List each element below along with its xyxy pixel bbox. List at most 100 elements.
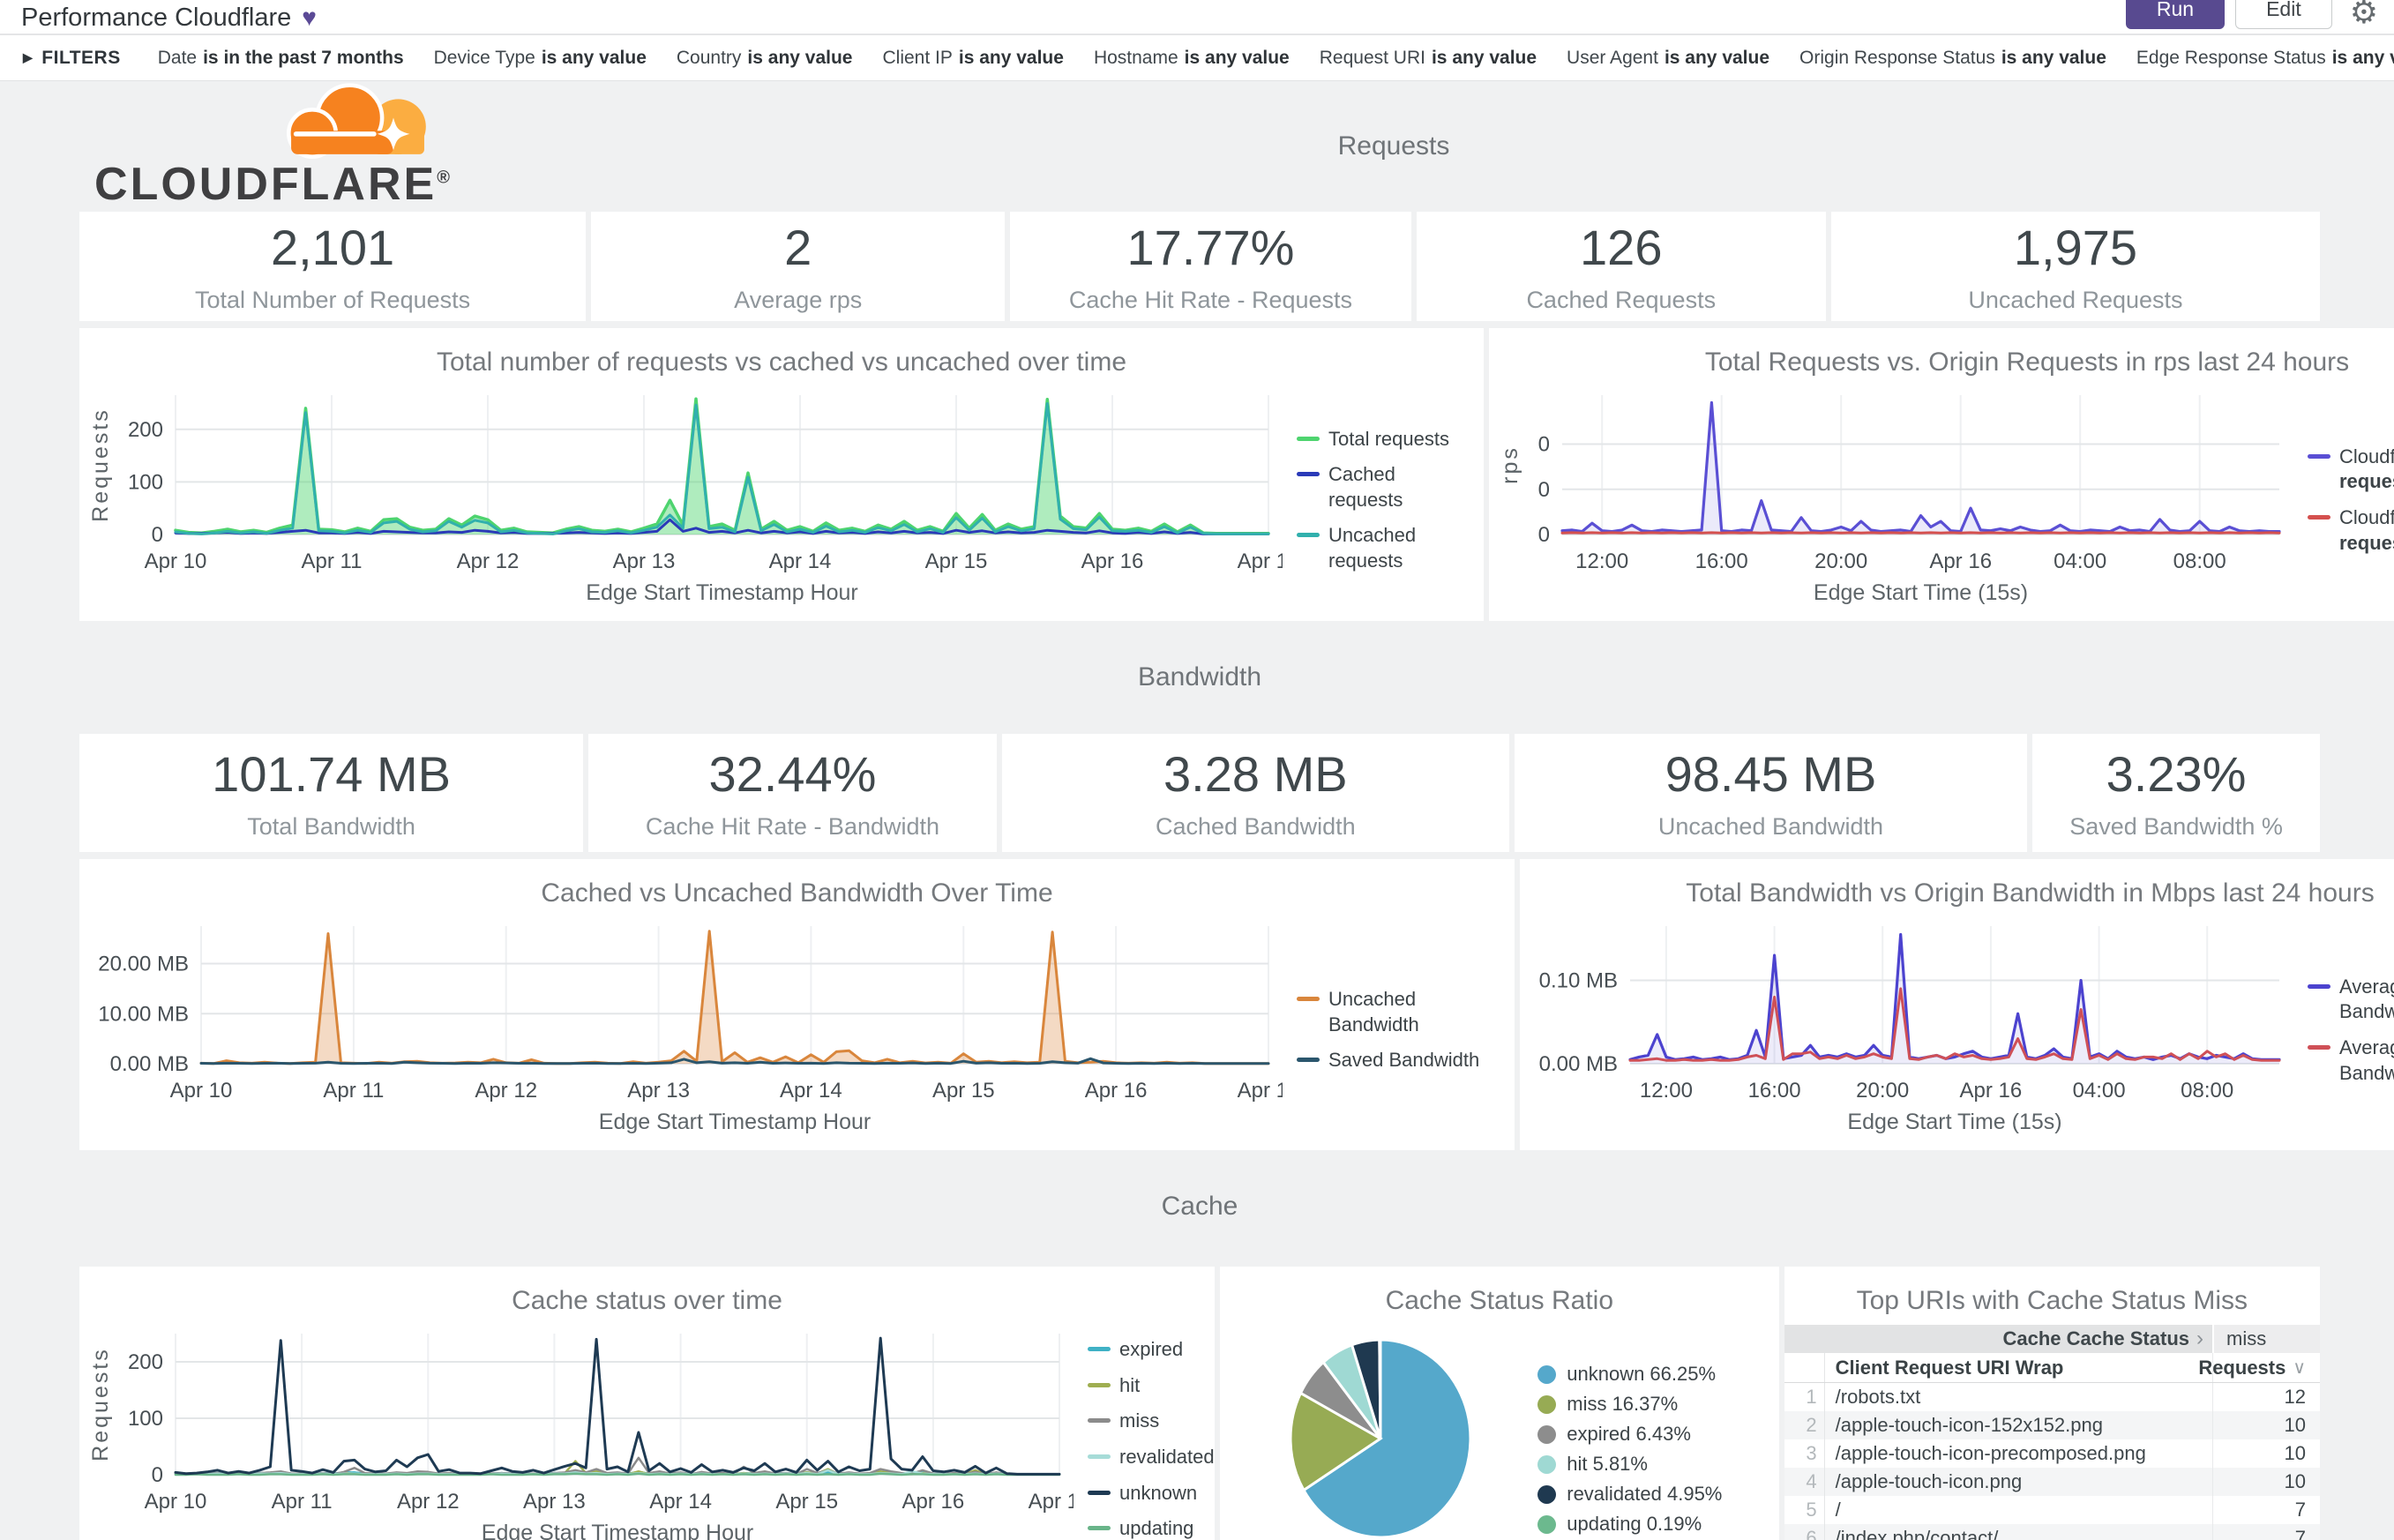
pie-legend-item[interactable]: expired 6.43% — [1537, 1423, 1722, 1446]
filter-item-hostname[interactable]: Hostname is any value — [1093, 47, 1290, 68]
svg-text:0.10 MB: 0.10 MB — [1539, 969, 1618, 993]
requests-over-time-chart[interactable]: 0 100 200 Apr 10 Apr 11 Apr 12 Apr 13 Apr 14 Apr… — [83, 383, 1299, 617]
svg-text:08:00: 08:00 — [2181, 1079, 2233, 1103]
legend-item[interactable]: miss — [1088, 1409, 1202, 1434]
kpi-value[interactable]: 101.74 MB — [212, 746, 452, 802]
kpi-value[interactable]: 98.45 MB — [1665, 746, 1877, 802]
svg-text:Apr 15: Apr 15 — [775, 1490, 838, 1514]
kpi-value[interactable]: 2 — [784, 220, 812, 275]
column-header-requests[interactable]: Requests ∨ — [2198, 1353, 2320, 1382]
legend-swatch-icon — [1297, 436, 1320, 441]
rps-last-24h-chart[interactable]: 0 0 0 12:00 16:00 20:00 Apr 16 04:00 08:00 Edge S… — [1493, 383, 2293, 617]
kpi-label: Average rps — [734, 287, 863, 313]
legend-item[interactable]: Average Origin Bandwidth — [2308, 975, 2394, 1025]
legend-item[interactable]: hit — [1088, 1373, 1202, 1399]
cache-status-over-time-panel: Cache status over time 0 100 200 Apr 10 Apr … — [79, 1267, 1215, 1540]
svg-text:0: 0 — [1538, 478, 1550, 502]
top-uris-table: Cache Cache Status › miss Client Request… — [1784, 1325, 2320, 1540]
legend-item[interactable]: Uncached requests — [1297, 523, 1471, 573]
kpi-value[interactable]: 3.23% — [2106, 746, 2247, 802]
legend-swatch-icon — [1088, 1526, 1111, 1531]
legend-swatch-icon — [2308, 1045, 2330, 1050]
gear-icon[interactable]: ⚙ — [2349, 0, 2378, 30]
table-row: 5 / 7 — [1784, 1496, 2320, 1524]
pie-legend-item[interactable]: revalidated 4.95% — [1537, 1483, 1722, 1506]
filter-item-user-agent[interactable]: User Agent is any value — [1567, 47, 1770, 68]
kpi-value[interactable]: 2,101 — [270, 220, 395, 275]
filter-item-request-uri[interactable]: Request URI is any value — [1319, 47, 1537, 68]
filters-toggle[interactable]: ▶ FILTERS — [23, 48, 121, 69]
legend-item[interactable]: Total requests — [1297, 427, 1471, 452]
legend-swatch-icon — [2308, 983, 2330, 989]
svg-text:20.00 MB: 20.00 MB — [98, 953, 189, 976]
legend-swatch-icon — [1088, 1347, 1111, 1352]
kpi-value[interactable]: 32.44% — [708, 746, 877, 802]
legend-item[interactable]: Average Total Bandwidth — [2308, 1035, 2394, 1086]
column-header-uri[interactable]: Client Request URI Wrap — [1835, 1356, 2064, 1379]
filter-item-date[interactable]: Date is in the past 7 months — [157, 47, 404, 68]
svg-text:12:00: 12:00 — [1575, 549, 1628, 573]
row-requests: 10 — [2212, 1468, 2320, 1496]
rps-last-24h-panel: Total Requests vs. Origin Requests in rp… — [1489, 328, 2394, 621]
svg-text:Apr 13: Apr 13 — [627, 1079, 690, 1103]
svg-text:16:00: 16:00 — [1695, 549, 1748, 573]
kpi-value[interactable]: 17.77% — [1126, 220, 1295, 275]
filter-bar: ▶ FILTERS Date is in the past 7 months De… — [0, 35, 2394, 81]
svg-text:08:00: 08:00 — [2173, 549, 2226, 573]
svg-text:0: 0 — [152, 523, 163, 547]
kpi-label: Cache Hit Rate - Bandwidth — [645, 813, 940, 840]
legend-item[interactable]: revalidated — [1088, 1445, 1215, 1470]
filter-item-client-ip[interactable]: Client IP is any value — [882, 47, 1064, 68]
row-number-header — [1784, 1353, 1825, 1382]
svg-text:20:00: 20:00 — [1814, 549, 1867, 573]
edit-button[interactable]: Edit — [2235, 0, 2332, 29]
kpi-total-requests: 2,101 Total Number of Requests — [79, 212, 587, 321]
svg-text:0: 0 — [1538, 433, 1550, 457]
legend-item[interactable]: Saved Bandwidth — [1297, 1048, 1502, 1073]
kpi-value[interactable]: 126 — [1580, 220, 1663, 275]
legend-item[interactable]: expired — [1088, 1337, 1202, 1363]
pie-legend-item[interactable]: unknown 66.25% — [1537, 1363, 1722, 1386]
run-button[interactable]: Run — [2125, 0, 2226, 29]
dashboard-content: CLOUDFLARE® Requests 2,101 Total Number … — [0, 81, 2394, 1540]
table-group-header[interactable]: Cache Cache Status › — [1784, 1325, 2212, 1353]
pie-legend-item[interactable]: miss 16.37% — [1537, 1393, 1722, 1416]
svg-text:04:00: 04:00 — [2054, 549, 2106, 573]
heart-icon: ♥ — [302, 4, 317, 31]
legend-item[interactable]: Cloudflare Logs origin requests in rps — [2308, 505, 2394, 556]
row-number: 3 — [1784, 1439, 1825, 1468]
kpi-cached-requests: 126 Cached Requests — [1416, 212, 1826, 321]
cache-status-ratio-pie[interactable] — [1276, 1329, 1488, 1540]
bandwidth-last-24h-chart[interactable]: 0.00 MB 0.10 MB 12:00 16:00 20:00 Apr 16 04:00… — [1523, 914, 2293, 1147]
legend-item[interactable]: Cloudflare Logs total requests in rps — [2308, 445, 2394, 495]
pie-legend-dot-icon — [1537, 1514, 1557, 1534]
table-row: 3 /apple-touch-icon-precomposed.png 10 — [1784, 1439, 2320, 1468]
legend-item[interactable]: updating — [1088, 1516, 1202, 1540]
pie-legend-item[interactable]: hit 5.81% — [1537, 1453, 1722, 1476]
legend-swatch-icon — [1088, 1454, 1111, 1459]
kpi-value[interactable]: 1,975 — [2013, 220, 2138, 275]
legend-item[interactable]: unknown — [1088, 1481, 1202, 1506]
legend-item[interactable]: Cached requests — [1297, 462, 1471, 512]
pie-legend-item[interactable]: updating 0.19% — [1537, 1513, 1722, 1536]
filter-item-country[interactable]: Country is any value — [676, 47, 853, 68]
table-row: 1 /robots.txt 12 — [1784, 1383, 2320, 1411]
filter-item-device-type[interactable]: Device Type is any value — [433, 47, 647, 68]
bandwidth-over-time-chart[interactable]: 0.00 MB 10.00 MB 20.00 MB Apr 10 Apr 11 Apr 1… — [83, 914, 1299, 1147]
cache-status-over-time-chart[interactable]: 0 100 200 Apr 10 Apr 11 Apr 12 Apr 13 Apr 14 Apr… — [83, 1321, 1090, 1540]
pie-legend-dot-icon — [1537, 1454, 1557, 1474]
legend-item[interactable]: Uncached Bandwidth — [1297, 987, 1502, 1037]
kpi-label: Uncached Requests — [1968, 287, 2183, 313]
svg-text:Apr 16: Apr 16 — [1081, 549, 1144, 573]
table-row: 2 /apple-touch-icon-152x152.png 10 — [1784, 1411, 2320, 1439]
cloudflare-logo: CLOUDFLARE® — [79, 82, 468, 211]
requests-charts-row: Total number of requests vs cached vs un… — [79, 328, 2394, 621]
kpi-value[interactable]: 3.28 MB — [1163, 746, 1348, 802]
svg-text:16:00: 16:00 — [1748, 1079, 1801, 1103]
filter-item-origin-response-status[interactable]: Origin Response Status is any value — [1799, 47, 2106, 68]
svg-text:100: 100 — [128, 1407, 163, 1431]
svg-text:200: 200 — [128, 418, 163, 442]
svg-text:Apr 14: Apr 14 — [649, 1490, 712, 1514]
svg-text:0: 0 — [152, 1463, 163, 1487]
